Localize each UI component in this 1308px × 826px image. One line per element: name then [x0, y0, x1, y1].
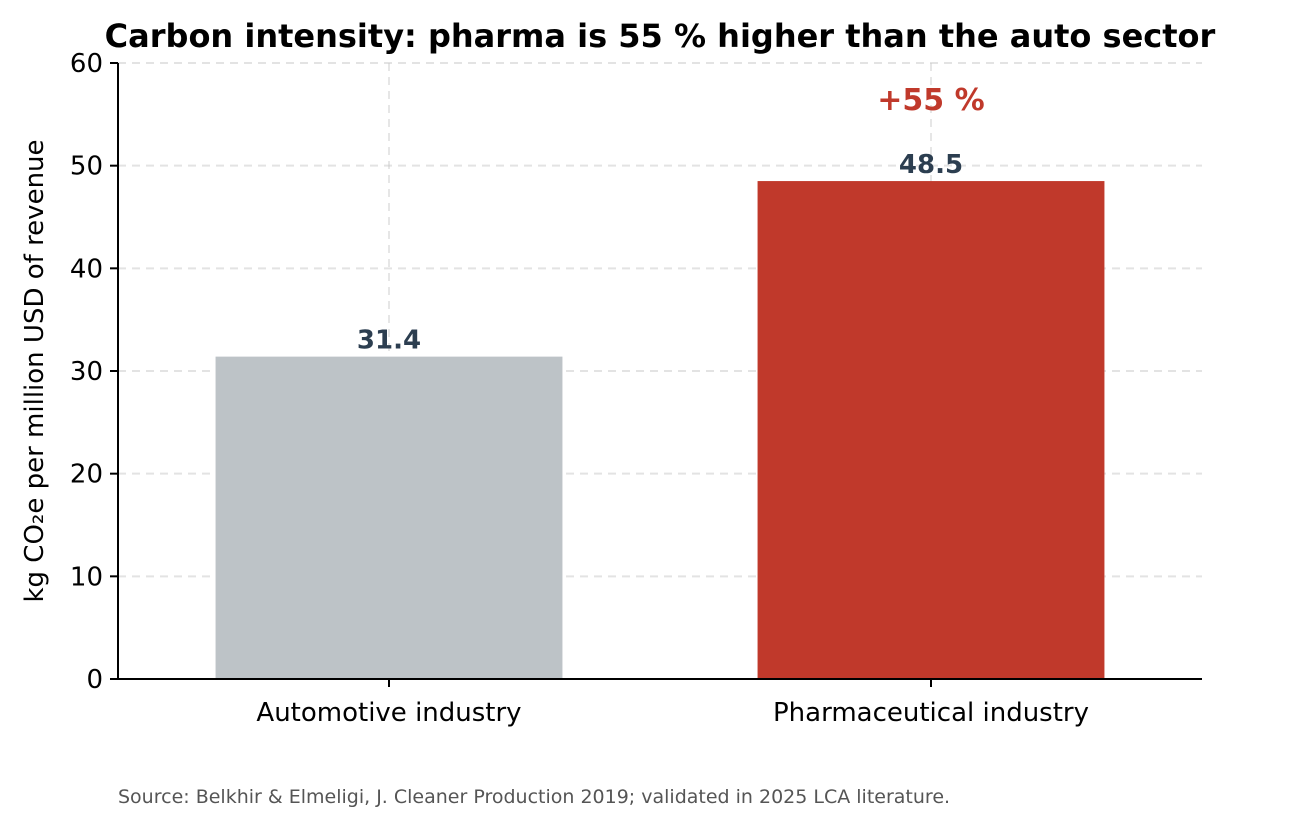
annotation-label: +55 %	[877, 83, 984, 118]
bars	[215, 181, 1105, 680]
y-tick-label: 10	[70, 562, 103, 592]
bar-value-label: 48.5	[899, 150, 963, 180]
y-tick-label: 20	[70, 460, 103, 490]
y-tick-label: 0	[86, 665, 103, 695]
x-tick-label: Automotive industry	[256, 698, 521, 728]
source-note: Source: Belkhir & Elmeligi, J. Cleaner P…	[118, 786, 950, 808]
y-tick-label: 30	[70, 357, 103, 387]
chart-title: Carbon intensity: pharma is 55 % higher …	[105, 17, 1216, 55]
labels: 31.4 48.5	[357, 150, 963, 356]
bar	[757, 181, 1105, 680]
y-tick-label: 40	[70, 254, 103, 284]
y-tick-label: 50	[70, 152, 103, 182]
axes: 0 10 20 30 40 50 60 Automotive industry Pharmace…	[70, 49, 1202, 728]
bar-value-label: 31.4	[357, 326, 421, 356]
bar	[215, 356, 563, 679]
y-tick-label: 60	[70, 49, 103, 79]
y-axis-label: kg CO₂e per million USD of revenue	[20, 139, 50, 602]
x-tick-label: Pharmaceutical industry	[773, 698, 1089, 728]
